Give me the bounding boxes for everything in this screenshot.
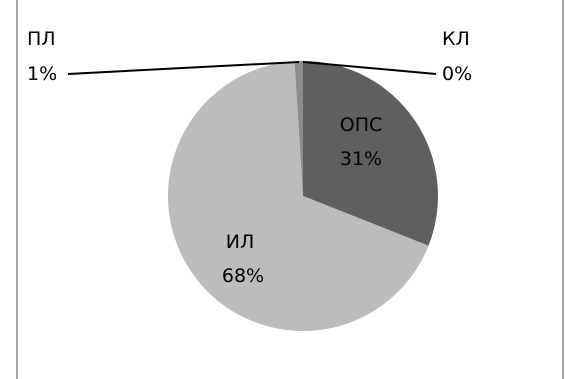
slice-percent-ops: 31%: [340, 148, 382, 170]
slice-label-kl: КЛ: [442, 28, 470, 50]
pie-slice-pl: [294, 61, 303, 196]
leader-line-kl: [302, 61, 437, 75]
pie-slices: [168, 61, 439, 332]
pie-slice-il: [168, 61, 429, 332]
slice-labels: КЛ 0% ОПС 31% ИЛ 68% ПЛ 1%: [27, 28, 472, 287]
frame-left-border: [16, 0, 18, 379]
slice-label-il: ИЛ: [226, 231, 255, 253]
leader-line-pl: [67, 61, 300, 75]
leader-lines: [67, 61, 437, 75]
pie-slice-ops: [303, 61, 439, 246]
frame-right-border: [562, 0, 564, 379]
slice-label-ops: ОПС: [340, 114, 383, 136]
slice-label-pl: ПЛ: [27, 28, 56, 50]
slice-percent-pl: 1%: [27, 63, 57, 85]
slice-percent-kl: 0%: [442, 63, 472, 85]
slice-percent-il: 68%: [222, 265, 264, 287]
